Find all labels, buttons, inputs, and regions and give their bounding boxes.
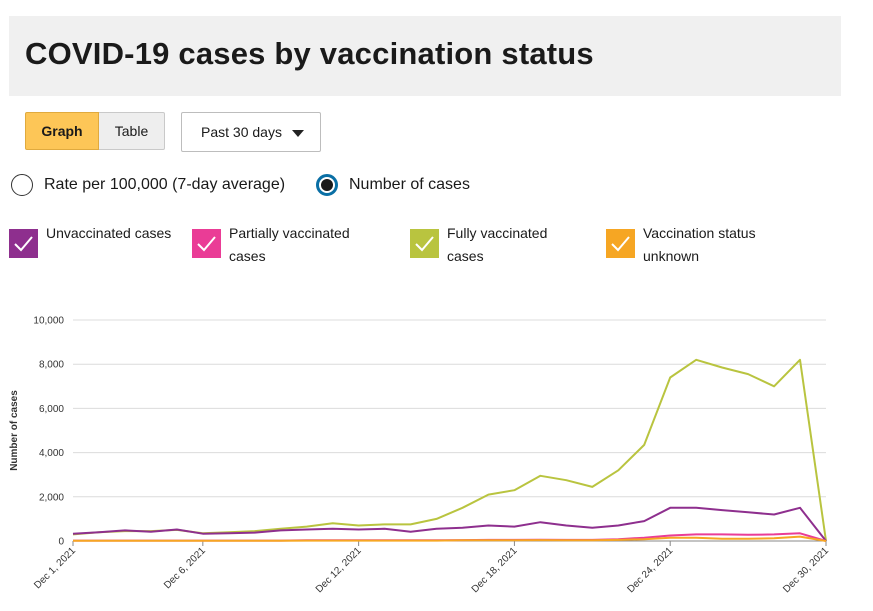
x-tick-label: Dec 30, 2021 [781, 545, 831, 595]
y-tick-label: 8,000 [39, 360, 64, 371]
series-line-vaccination-status-unknown [73, 535, 827, 542]
x-tick-label: Dec 18, 2021 [470, 545, 520, 595]
legend-label-partially-vaccinated: Partially vaccinated cases [229, 225, 350, 264]
view-toggle: Graph Table [25, 112, 165, 150]
y-axis-title: Number of cases [9, 390, 20, 471]
legend-unvaccinated[interactable]: Unvaccinated cases [9, 222, 176, 258]
series-line-unvaccinated-cases [72, 506, 827, 542]
y-tick-label: 2,000 [39, 492, 64, 503]
y-tick-label: 10,000 [33, 316, 64, 327]
legend-partially-vaccinated[interactable]: Partially vaccinated cases [192, 222, 359, 268]
rate-radio-option[interactable]: Rate per 100,000 (7-day average) [11, 174, 285, 196]
x-tick-label: Dec 1, 2021 [32, 545, 78, 591]
rate-radio-label: Rate per 100,000 (7-day average) [44, 176, 286, 193]
y-tick-label: 6,000 [39, 404, 64, 415]
table-tab-button[interactable]: Table [99, 112, 165, 150]
count-radio-label: Number of cases [349, 176, 470, 193]
series-line-fully-vaccinated-cases [72, 358, 827, 542]
cases-line-chart: 0 2,000 4,000 6,000 8,000 10,000 Number of cas… [9, 316, 831, 596]
legend-status-unknown[interactable]: Vaccination status unknown [606, 222, 773, 268]
count-radio[interactable] [316, 174, 338, 196]
fully-vaccinated-checkbox-icon[interactable] [410, 229, 439, 258]
page-title: COVID-19 cases by vaccination status [25, 36, 594, 71]
time-range-dropdown[interactable]: Past 30 days [181, 112, 321, 152]
title-banner: COVID-19 cases by vaccination status [9, 16, 841, 96]
chevron-down-icon [292, 130, 304, 137]
x-tick-label: Dec 12, 2021 [314, 545, 364, 595]
graph-tab-button[interactable]: Graph [25, 112, 99, 150]
legend-fully-vaccinated[interactable]: Fully vaccinated cases [410, 222, 577, 268]
time-range-value: Past 30 days [201, 124, 282, 140]
rate-radio[interactable] [11, 174, 33, 196]
status-unknown-checkbox-icon[interactable] [606, 229, 635, 258]
y-tick-label: 0 [58, 537, 64, 548]
partially-vaccinated-checkbox-icon[interactable] [192, 229, 221, 258]
x-tick-label: Dec 24, 2021 [625, 545, 675, 595]
y-tick-label: 4,000 [39, 448, 64, 459]
legend-label-status-unknown: Vaccination status unknown [643, 225, 756, 264]
x-tick-label: Dec 6, 2021 [162, 545, 208, 591]
unvaccinated-checkbox-icon[interactable] [9, 229, 38, 258]
count-radio-option[interactable]: Number of cases [316, 174, 470, 196]
legend-label-fully-vaccinated: Fully vaccinated cases [447, 225, 548, 264]
legend-label-unvaccinated: Unvaccinated cases [46, 225, 172, 241]
